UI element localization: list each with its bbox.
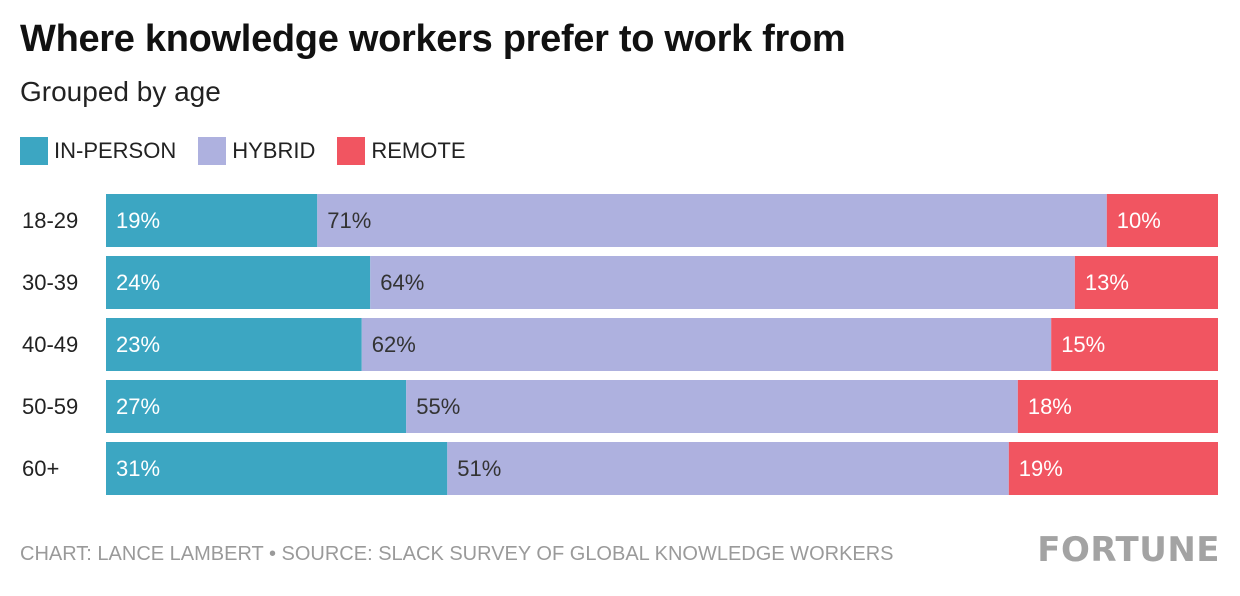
bar-segment-hybrid-50-59 — [406, 380, 1018, 433]
bar-segment-remote-50-59 — [1017, 380, 1218, 433]
legend-swatch-remote — [337, 137, 366, 165]
bar-segment-in-person-60-plus — [106, 442, 448, 495]
bar-segment-hybrid-30-39 — [370, 256, 1075, 309]
data-label-remote-18-29: 10% — [1117, 208, 1161, 233]
data-label-in-person-30-39: 24% — [116, 270, 160, 295]
bar-segment-hybrid-60-plus — [447, 442, 1009, 495]
data-label-in-person-50-59: 27% — [116, 394, 160, 419]
data-label-hybrid-60-plus: 51% — [457, 456, 501, 481]
legend-swatch-in-person — [20, 137, 48, 165]
bar-segment-remote-40-49 — [1051, 318, 1218, 371]
category-label-40-49: 40-49 — [22, 332, 78, 357]
bar-segment-in-person-18-29 — [106, 194, 318, 247]
data-label-remote-30-39: 13% — [1085, 270, 1129, 295]
legend-label-hybrid: HYBRID — [232, 138, 316, 163]
chart-source-credit: CHART: LANCE LAMBERT • SOURCE: SLACK SUR… — [20, 543, 894, 565]
data-label-remote-40-49: 15% — [1061, 332, 1105, 357]
legend-item-remote: REMOTE — [337, 137, 466, 165]
bar-segment-in-person-40-49 — [106, 318, 362, 371]
data-label-hybrid-50-59: 55% — [416, 394, 460, 419]
data-label-in-person-18-29: 19% — [116, 208, 160, 233]
bar-segment-remote-18-29 — [1106, 194, 1218, 247]
chart-title: Where knowledge workers prefer to work f… — [20, 18, 846, 60]
data-label-hybrid-18-29: 71% — [327, 208, 371, 233]
bar-segment-hybrid-18-29 — [317, 194, 1107, 247]
legend-item-hybrid: HYBRID — [198, 137, 315, 165]
bar-segment-in-person-50-59 — [106, 380, 407, 433]
bar-segment-hybrid-40-49 — [361, 318, 1052, 371]
data-label-remote-50-59: 18% — [1028, 394, 1072, 419]
data-label-remote-60-plus: 19% — [1019, 456, 1063, 481]
data-label-hybrid-40-49: 62% — [372, 332, 416, 357]
data-label-in-person-60-plus: 31% — [116, 456, 160, 481]
legend-item-in-person: IN-PERSON — [20, 137, 176, 165]
bar-segment-remote-30-39 — [1074, 256, 1218, 309]
category-label-18-29: 18-29 — [22, 208, 78, 233]
legend-swatch-hybrid — [198, 137, 227, 165]
bar-segment-in-person-30-39 — [106, 256, 371, 309]
bar-segment-remote-60-plus — [1008, 442, 1218, 495]
legend-label-in-person: IN-PERSON — [54, 138, 177, 163]
chart-subtitle: Grouped by age — [20, 76, 221, 107]
data-label-hybrid-30-39: 64% — [380, 270, 424, 295]
category-label-60-plus: 60+ — [22, 456, 59, 481]
category-label-50-59: 50-59 — [22, 394, 78, 419]
legend: IN-PERSON HYBRID REMOTE — [20, 136, 488, 166]
category-label-30-39: 30-39 — [22, 270, 78, 295]
fortune-logo: FORTUNE — [1037, 530, 1220, 570]
data-label-in-person-40-49: 23% — [116, 332, 160, 357]
legend-label-remote: REMOTE — [371, 138, 466, 163]
